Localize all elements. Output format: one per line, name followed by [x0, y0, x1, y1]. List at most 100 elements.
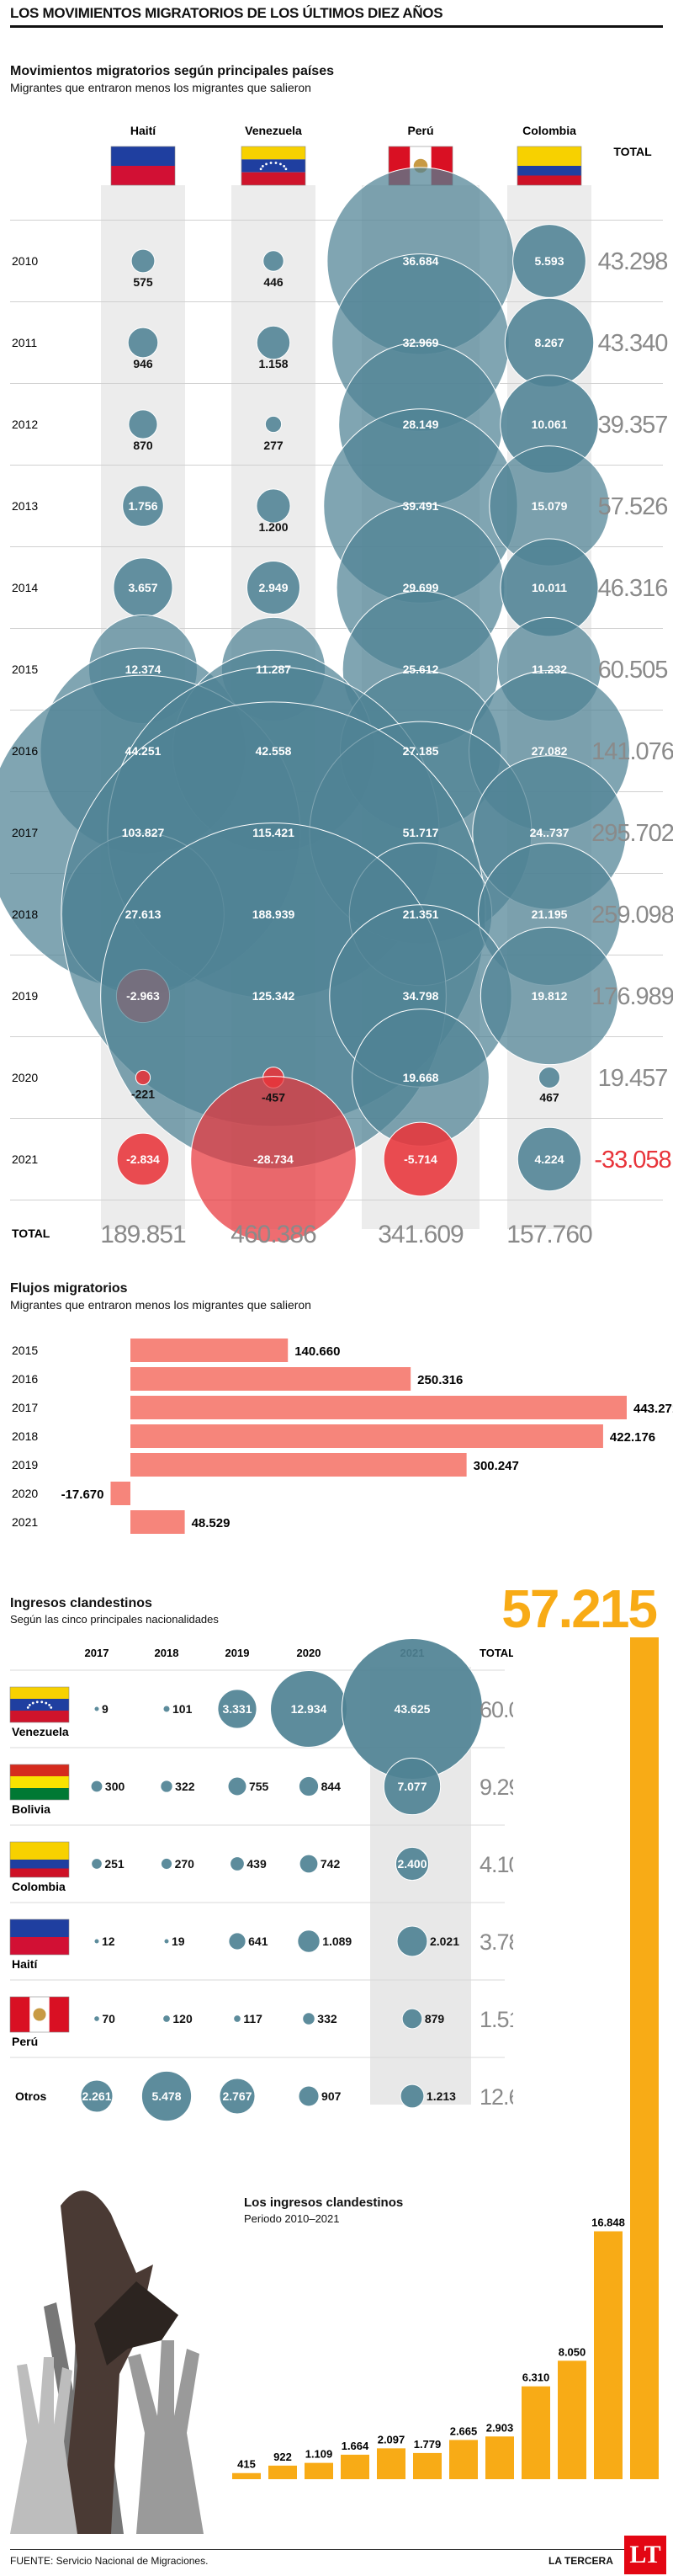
colombia-flag-icon: [517, 146, 582, 186]
clandestine-bar: [594, 2231, 623, 2479]
data-bubble: [297, 1929, 321, 1953]
country-label: Colombia: [12, 1880, 66, 1893]
flow-bar: [110, 1482, 130, 1505]
data-label: 9: [102, 1702, 109, 1716]
data-label: 2.949: [258, 581, 288, 594]
clandestine-bar: [268, 2465, 297, 2479]
data-label: 2.767: [222, 2089, 252, 2103]
year-label: 2021: [12, 1152, 38, 1166]
data-label: 3.331: [222, 1702, 252, 1716]
data-label: 25.612: [403, 663, 439, 676]
venezuela-flag-star: [283, 165, 286, 168]
data-label: 117: [243, 2012, 262, 2025]
data-label: 115.421: [252, 826, 294, 839]
venezuela-flag-star: [35, 1700, 39, 1704]
flag-border: [517, 146, 582, 186]
data-bubble: [80, 2079, 114, 2113]
country-label: Venezuela: [12, 1725, 69, 1738]
bar-value-label: 2.903: [486, 2421, 514, 2434]
data-label: 332: [317, 2012, 337, 2025]
data-label: 19.812: [532, 989, 568, 1003]
country-label: Haití: [12, 1957, 38, 1971]
data-bubble: [227, 1776, 247, 1796]
clandestine-table-subtitle: Según las cinco principales nacionalidad…: [10, 1613, 219, 1626]
data-bubble: [480, 926, 619, 1066]
data-label: 2.021: [430, 1935, 459, 1948]
data-bubble: [298, 1775, 320, 1797]
highlight-value: 57.215: [501, 1578, 656, 1639]
page-title: LOS MOVIMIENTOS MIGRATORIOS DE LOS ÚLTIM…: [10, 5, 443, 21]
venezuela-flag-star: [26, 1706, 29, 1709]
row-total: -33.058: [594, 1147, 670, 1174]
footer-source: FUENTE: Servicio Nacional de Migraciones…: [10, 2555, 209, 2567]
venezuela-flag-star: [261, 165, 264, 168]
data-label: -2.963: [126, 989, 160, 1003]
data-bubble: [90, 1780, 103, 1793]
data-label: 879: [425, 2012, 445, 2025]
bar-value-label: 6.310: [522, 2371, 550, 2384]
data-label: 15.079: [532, 499, 568, 513]
data-bubble: [256, 325, 291, 360]
data-label: 29.699: [403, 581, 439, 594]
data-label: 5.593: [534, 254, 564, 268]
year-label: 2010: [12, 254, 38, 268]
flag-band: [10, 1687, 69, 1699]
data-label: 641: [248, 1935, 268, 1948]
label-layer: 2010 575 446 36.684 5.593 43.298 2011 946 1.158 3…: [12, 248, 673, 1174]
data-label: 870: [133, 439, 153, 452]
venezuela-flag-icon: [9, 1686, 70, 1723]
year-header: 2019: [225, 1647, 250, 1659]
venezuela-flag-star: [274, 162, 278, 164]
peru-flag-band: [49, 1997, 69, 2032]
flag-border: [9, 1686, 70, 1723]
data-label: 277: [263, 439, 284, 452]
row-total: 46.316: [598, 575, 668, 602]
data-bubble: [299, 1854, 319, 1874]
data-bubble: [230, 1856, 245, 1871]
venezuela-flag-star: [48, 1703, 51, 1706]
row-total: 176.989: [591, 983, 673, 1010]
year-header: 2018: [155, 1647, 179, 1659]
country-label: Perú: [12, 2035, 38, 2048]
flag-band: [10, 1699, 69, 1711]
data-bubble: [228, 1932, 246, 1951]
data-bubble: [302, 2012, 315, 2025]
data-bubble: [264, 415, 283, 434]
venezuela-flag-star: [284, 168, 288, 171]
data-label: 4.224: [534, 1152, 564, 1166]
flag-band: [241, 159, 305, 173]
data-label: 24..737: [530, 826, 570, 839]
data-label: 103.827: [122, 826, 165, 839]
clandestine-bar-title: Los ingresos clandestinos: [244, 2195, 404, 2210]
data-label: 39.491: [403, 499, 439, 513]
clandestine-bubble-chart: 20172018201920202021TOTALVenezuela91013.…: [9, 1637, 513, 2121]
data-label: 11.232: [532, 663, 567, 676]
flag-border: [9, 1996, 70, 2033]
data-label: 844: [321, 1780, 342, 1793]
year-label: 2012: [12, 418, 38, 431]
data-label: 43.625: [395, 1702, 431, 1716]
year-label: 2020: [12, 1071, 38, 1084]
clandestine-table-title: Ingresos clandestinos: [10, 1596, 152, 1610]
data-bubble: [383, 1121, 458, 1197]
data-label: 10.061: [532, 418, 568, 431]
flag-border: [9, 1841, 70, 1878]
bubble-chart-title: Movimientos migratorios según principale…: [10, 64, 334, 78]
haiti-flag-icon: [9, 1919, 70, 1956]
peru-flag-emblem: [33, 2008, 46, 2021]
venezuela-flag-star: [259, 168, 262, 171]
data-label: -2.834: [126, 1152, 160, 1166]
year-label: 2020: [12, 1487, 38, 1500]
venezuela-flag-star: [279, 162, 282, 166]
data-label: 27.613: [125, 907, 162, 921]
data-bubble: [135, 1069, 151, 1086]
data-bubble: [246, 561, 300, 615]
flag-band: [10, 1842, 69, 1860]
data-bubble: [122, 485, 164, 527]
total-header: TOTAL: [613, 145, 652, 158]
data-label: 125.342: [252, 989, 295, 1003]
bar-value-label: 2.097: [378, 2433, 405, 2446]
venezuela-flag-star: [50, 1706, 53, 1709]
data-label: 946: [133, 357, 153, 370]
data-label: 1.089: [322, 1935, 352, 1948]
